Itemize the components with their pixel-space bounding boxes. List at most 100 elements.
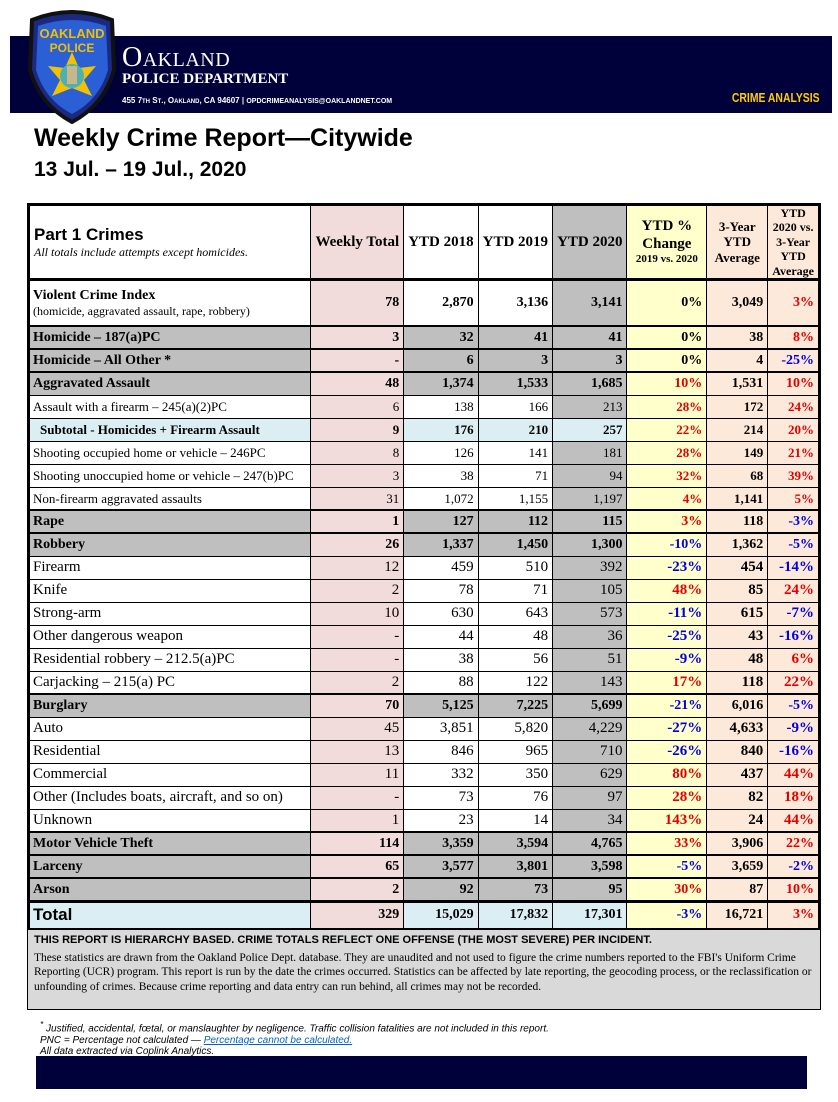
cell-y2020: 1,300 [552,532,628,557]
cell-y2020: 1,685 [552,371,628,396]
cell-y2018: 1,337 [403,532,479,557]
cell-vs3: 3% [767,277,820,327]
row-label: Larceny [27,854,312,879]
svg-text:POLICE: POLICE [50,41,95,55]
cell-y2019: 166 [477,394,554,419]
row-label-text: Auto [33,720,63,737]
cell-vs3: 6% [767,647,820,672]
org-name: Oakland [122,42,231,73]
row-label-text: Total [33,905,73,925]
table-row: Strong-arm 10 630 643 573 -11% 615 -7% [27,601,820,626]
row-label: Knife [27,578,312,603]
cell-vs3: 22% [767,670,820,695]
cell-y2020: 36 [552,624,628,649]
footer-banner [36,1056,807,1089]
cell-change: 33% [626,831,708,856]
row-label-text: Violent Crime Index [33,287,156,303]
cell-y2018: 1,374 [403,371,479,396]
cell-y2018: 3,577 [403,854,479,879]
table-row: Arson 2 92 73 95 30% 87 10% [27,877,820,902]
row-label: Arson [27,877,312,902]
table-row: Subtotal - Homicides + Firearm Assault 9 1… [27,417,820,442]
row-label-text: Residential [33,743,101,760]
row-label-text: Unknown [33,812,93,829]
row-label: Robbery [27,532,312,557]
table-row: Burglary 70 5,125 7,225 5,699 -21% 6,016 -5% [27,693,820,718]
cell-weekly: 2 [310,877,405,902]
row-label: Subtotal - Homicides + Firearm Assault [27,417,312,442]
address: 455 7th St., Oakland, CA 94607 [122,96,240,105]
row-label: Carjacking – 215(a) PC [27,670,312,695]
cell-y2020: 51 [552,647,628,672]
report-title: Weekly Crime Report—Citywide [34,124,413,152]
cell-vs3: 20% [767,417,820,442]
cell-vs3: -25% [767,348,820,373]
row-label-text: Subtotal - Homicides + Firearm Assault [40,421,260,437]
cell-change: 32% [626,463,708,488]
cell-avg3: 437 [706,762,769,787]
cell-y2019: 73 [477,877,554,902]
table-row: Knife 2 78 71 105 48% 85 24% [27,578,820,603]
cell-y2020: 34 [552,808,628,833]
table-row: Rape 1 127 112 115 3% 118 -3% [27,509,820,534]
table-header-row: Part 1 Crimes All totals include attempts… [27,204,820,280]
cell-weekly: 70 [310,693,405,718]
cell-weekly: 26 [310,532,405,557]
table-row: Assault with a firearm – 245(a)(2)PC 6 138… [27,394,820,419]
cell-y2018: 88 [403,670,479,695]
cell-avg3: 16,721 [706,899,769,930]
row-label-text: Homicide – 187(a)PC [33,329,161,345]
cell-y2020: 3,598 [552,854,628,879]
cell-y2019: 643 [477,601,554,626]
cell-avg3: 615 [706,601,769,626]
cell-vs3: 24% [767,578,820,603]
cell-change: 0% [626,277,708,327]
cell-y2020: 181 [552,440,628,465]
cell-y2019: 141 [477,440,554,465]
cell-avg3: 24 [706,808,769,833]
cell-change: 28% [626,440,708,465]
cell-vs3: -7% [767,601,820,626]
table-row: Other dangerous weapon -44 48 36 -25% 43 -16% [27,624,820,649]
cell-y2019: 1,155 [477,486,554,511]
row-label-text: Homicide – All Other * [33,352,172,368]
cell-y2019: 210 [477,417,554,442]
row-label: Strong-arm [27,601,312,626]
header-ytd2018: YTD 2018 [403,204,479,280]
cell-y2018: 332 [403,762,479,787]
cell-avg3: 43 [706,624,769,649]
cell-y2020: 573 [552,601,628,626]
table-row: Aggravated Assault 48 1,374 1,533 1,685 10% 1,… [27,371,820,396]
table-row: Shooting occupied home or vehicle – 246P… [27,440,820,465]
row-label: Homicide – 187(a)PC [27,325,312,350]
cell-y2020: 5,699 [552,693,628,718]
cell-vs3: 10% [767,371,820,396]
cell-vs3: -14% [767,555,820,580]
cell-y2018: 92 [403,877,479,902]
cell-vs3: 18% [767,785,820,810]
row-label-text: Assault with a firearm – 245(a)(2)PC [33,398,227,414]
row-label: Firearm [27,555,312,580]
header-change: YTD % Change 2019 vs. 2020 [626,204,708,280]
cell-y2020: 95 [552,877,628,902]
header-ytd2019: YTD 2019 [477,204,554,280]
cell-change: -26% [626,739,708,764]
cell-change: -11% [626,601,708,626]
cell-avg3: 4 [706,348,769,373]
cell-avg3: 3,659 [706,854,769,879]
row-label: Residential [27,739,312,764]
pnc-link[interactable]: Percentage cannot be calculated. [203,1034,353,1046]
cell-y2019: 14 [477,808,554,833]
cell-avg3: 214 [706,417,769,442]
header-vs-3yr: YTD 2020 vs. 3-Year YTD Average [767,204,820,280]
cell-vs3: 8% [767,325,820,350]
cell-avg3: 1,531 [706,371,769,396]
cell-change: 22% [626,417,708,442]
cell-y2019: 350 [477,762,554,787]
cell-y2020: 3,141 [552,277,628,327]
cell-change: -27% [626,716,708,741]
cell-change: -23% [626,555,708,580]
svg-text:OAKLAND: OAKLAND [40,26,105,41]
cell-y2018: 38 [403,463,479,488]
row-label-text: Other (Includes boats, aircraft, and so … [33,789,283,806]
